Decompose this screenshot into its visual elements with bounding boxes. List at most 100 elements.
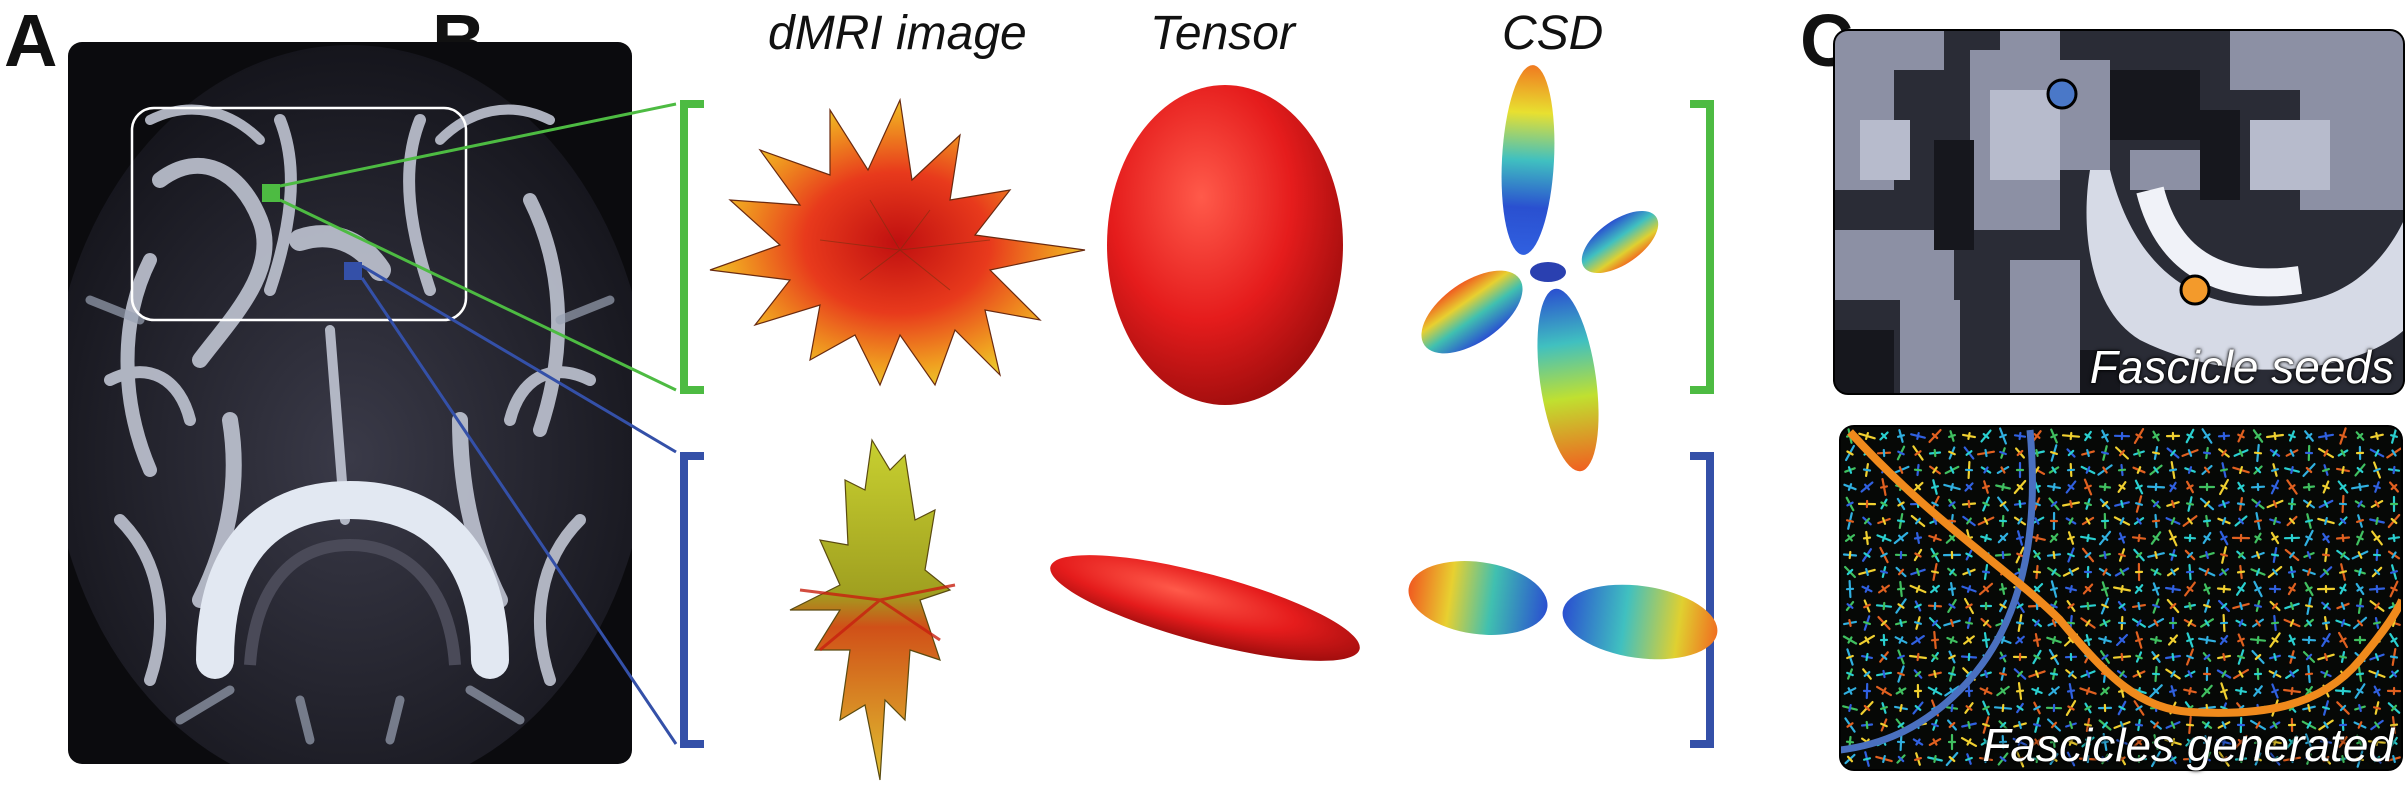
- fod-glyph: [2136, 619, 2142, 627]
- fod-glyph: [2221, 568, 2227, 576]
- fod-glyph: [2049, 672, 2059, 676]
- fod-glyph: [1965, 552, 1973, 558]
- fod-glyph: [2135, 705, 2143, 711]
- fod-glyph: [1966, 738, 1972, 746]
- fod-glyph: [2134, 723, 2144, 727]
- fod-glyph: [1897, 671, 1905, 677]
- fod-glyph: [2220, 705, 2228, 711]
- fod-glyph: [1880, 619, 1888, 627]
- fod-glyph: [2102, 466, 2108, 474]
- fod-glyph: [1931, 432, 1939, 440]
- fod-glyph: [2272, 568, 2278, 576]
- fod-glyph: [1948, 568, 1956, 576]
- fod-glyph: [2151, 519, 2161, 523]
- fod-glyph: [1999, 721, 2007, 729]
- fod-glyph: [1863, 483, 1871, 491]
- fod-glyph: [1916, 432, 1920, 440]
- fod-glyph: [1982, 619, 1990, 627]
- fod-glyph: [2050, 654, 2058, 660]
- fod-glyph: [2120, 500, 2124, 508]
- fod-glyph: [2118, 535, 2126, 541]
- fod-glyph: [2305, 756, 2313, 762]
- fod-glyph: [2237, 637, 2245, 643]
- fod-glyph: [1933, 754, 1937, 764]
- fod-glyph: [1882, 669, 1886, 679]
- fod-glyph: [2152, 433, 2160, 439]
- fod-glyph: [2305, 739, 2313, 745]
- fod-glyph: [1864, 432, 1870, 440]
- fod-glyph: [2119, 670, 2125, 678]
- fod-glyph: [1846, 671, 1854, 677]
- fod-glyph: [2085, 687, 2091, 695]
- fod-glyph: [1932, 687, 1938, 695]
- fod-glyph: [2034, 466, 2040, 474]
- fod-glyph: [2203, 687, 2211, 695]
- fod-glyph: [1948, 654, 1956, 660]
- fod-glyph: [2237, 484, 2245, 490]
- fod-glyph: [1965, 705, 1973, 711]
- fod-glyph: [1897, 450, 1905, 456]
- fod-glyph: [2084, 502, 2092, 506]
- fod-glyph: [2306, 721, 2312, 729]
- seed-point-orange: [2179, 274, 2211, 306]
- fod-glyph: [2033, 433, 2041, 439]
- green-voxel-marker: [262, 184, 280, 202]
- fod-glyph: [2290, 466, 2294, 474]
- fod-glyph: [1848, 703, 1852, 713]
- fod-glyph: [1846, 568, 1854, 576]
- fod-glyph: [1965, 450, 1973, 456]
- fod-glyph: [2256, 635, 2260, 645]
- fod-glyph: [1847, 483, 1853, 491]
- fascicle-seeds-label: Fascicle seeds: [2089, 341, 2394, 393]
- fod-glyph: [2220, 484, 2228, 490]
- fod-glyph: [2324, 737, 2328, 747]
- fod-glyph: [1932, 585, 1938, 593]
- tensor-ellipsoid-bottom: [1050, 555, 1360, 661]
- fod-glyph: [2186, 502, 2194, 506]
- fod-glyph: [1881, 517, 1887, 525]
- fod-glyph: [2340, 551, 2346, 559]
- fod-glyph: [1965, 483, 1973, 491]
- fod-glyph: [2254, 466, 2262, 474]
- fod-glyph: [2049, 740, 2059, 744]
- fod-glyph: [2203, 535, 2211, 541]
- fod-glyph: [1984, 448, 1988, 458]
- fod-glyph: [1899, 618, 1903, 628]
- fod-glyph: [2288, 655, 2296, 659]
- fod-glyph: [2254, 604, 2262, 608]
- fod-glyph: [1930, 638, 1940, 642]
- fod-glyph: [2016, 483, 2024, 491]
- fod-glyph: [2390, 517, 2398, 525]
- fod-glyph: [2373, 535, 2381, 541]
- fod-glyph: [2033, 552, 2041, 558]
- fod-glyph: [2169, 756, 2177, 762]
- fod-glyph: [2119, 568, 2125, 576]
- fod-glyph: [1916, 652, 1920, 662]
- column-title-tensor: Tensor: [1150, 7, 1295, 60]
- fod-glyph: [1897, 501, 1905, 507]
- fod-glyph: [2170, 568, 2176, 576]
- fod-glyph: [1897, 568, 1905, 576]
- fod-glyph: [2375, 432, 2379, 440]
- fod-glyph: [1897, 603, 1905, 609]
- fod-glyph: [2357, 500, 2363, 508]
- fod-glyph: [2086, 601, 2090, 611]
- fod-glyph: [2050, 587, 2058, 591]
- fod-glyph: [2085, 670, 2091, 678]
- fascicles-generated-label: Fascicles generated: [1982, 719, 2394, 771]
- fod-glyph: [2169, 553, 2177, 557]
- fod-glyph: [2356, 739, 2364, 745]
- fod-glyph: [2389, 723, 2399, 727]
- fod-glyph: [1931, 552, 1939, 558]
- fod-glyph: [2375, 737, 2379, 747]
- fod-glyph: [2170, 670, 2176, 678]
- fod-glyph: [2034, 670, 2040, 678]
- fod-glyph: [2203, 433, 2211, 439]
- csd-glyph-top: [1421, 65, 1659, 472]
- fod-glyph: [1882, 754, 1886, 764]
- fod-glyph: [1982, 705, 1990, 711]
- panel-c-fascicles-image: [1840, 426, 2402, 770]
- fod-glyph: [1965, 670, 1973, 678]
- fod-glyph: [2220, 468, 2228, 472]
